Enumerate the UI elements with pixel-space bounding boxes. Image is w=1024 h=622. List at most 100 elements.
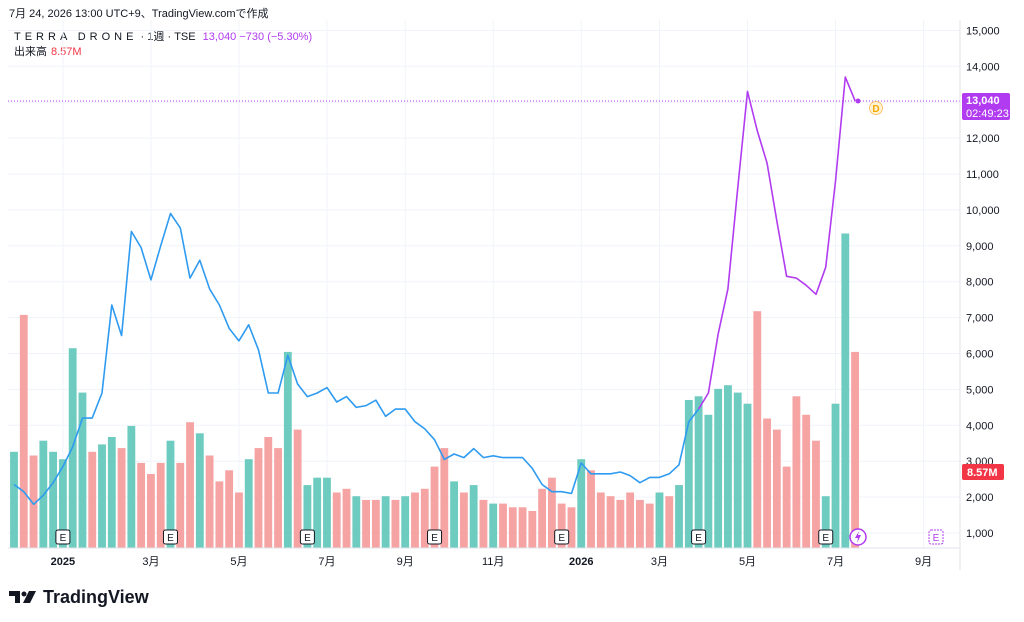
volume-bar <box>753 311 762 548</box>
future-earnings-marker[interactable]: E <box>928 529 944 545</box>
dividend-marker[interactable]: D <box>869 101 883 116</box>
volume-bar <box>274 448 282 548</box>
volume-bar <box>567 507 576 548</box>
volume-bar <box>733 392 742 548</box>
legend-separator: · <box>140 31 145 43</box>
volume-bar <box>430 466 439 548</box>
y-tick-label: 8,000 <box>966 277 994 289</box>
x-tick-label: 11月 <box>482 556 504 568</box>
volume-bar <box>469 485 478 548</box>
x-tick-label: 7月 <box>318 556 335 568</box>
earnings-marker[interactable]: E <box>554 529 570 545</box>
volume-bar <box>626 492 635 548</box>
x-tick-label: 5月 <box>739 556 756 568</box>
symbol-name[interactable]: TERRA DRONE <box>14 31 138 43</box>
volume-bar <box>802 414 811 548</box>
price-axis-label-box[interactable] <box>962 93 1010 120</box>
earnings-marker-box[interactable] <box>55 529 71 545</box>
volume-legend[interactable]: 出来高 8.57M <box>14 43 82 59</box>
volume-bar <box>577 459 586 548</box>
symbol-legend[interactable]: TERRA DRONE · 1週 · TSE 13,040 −730 (−5.3… <box>14 28 312 44</box>
volume-bar <box>127 425 136 548</box>
volume-bar <box>792 396 801 548</box>
earnings-marker[interactable]: E <box>691 529 707 545</box>
volume-bar <box>176 462 185 548</box>
volume-bar <box>78 392 87 548</box>
exchange-label: TSE <box>174 31 196 43</box>
volume-bar <box>362 499 370 548</box>
volume-bar <box>49 451 58 548</box>
volume-axis-label[interactable]: 8.57M <box>962 464 1004 480</box>
volume-bar <box>518 507 527 548</box>
volume-bar <box>636 499 644 548</box>
volume-bar <box>420 488 429 548</box>
x-tick-label: 3月 <box>142 556 159 568</box>
volume-bar <box>186 422 194 548</box>
x-tick-label: 5月 <box>230 556 247 568</box>
volume-bar <box>851 351 859 548</box>
volume-bar <box>596 492 605 548</box>
interval-label[interactable]: 1週 <box>147 31 165 43</box>
price-axis-countdown: 02:49:23 <box>966 108 1009 120</box>
volume-bar <box>342 488 351 548</box>
price-axis-label[interactable]: 13,040 02:49:23 <box>962 93 1010 120</box>
price-change-label: 13,040 −730 (−5.30%) <box>202 31 313 43</box>
volume-bars <box>10 233 859 548</box>
earnings-marker[interactable]: E <box>427 529 443 545</box>
price-chart[interactable]: D 1,0002,0003,0004,0005,0006,0007,0008,0… <box>0 20 1024 580</box>
price-line-segment <box>13 212 700 506</box>
earnings-marker-box[interactable] <box>554 529 570 545</box>
volume-axis-label-box[interactable] <box>962 464 1004 480</box>
volume-bar <box>645 503 654 548</box>
y-tick-label: 4,000 <box>966 420 994 432</box>
volume-bar <box>58 459 67 548</box>
earnings-marker-box[interactable] <box>299 529 315 545</box>
earnings-marker-box[interactable] <box>162 529 178 545</box>
volume-bar <box>323 477 331 548</box>
earnings-marker-box[interactable] <box>818 529 834 545</box>
y-tick-label: 15,000 <box>966 25 1000 37</box>
volume-bar <box>98 444 106 548</box>
volume-bar <box>352 496 361 548</box>
volume-bar <box>29 455 38 548</box>
volume-bar <box>821 496 830 548</box>
volume-bar <box>772 429 781 548</box>
volume-legend-label: 出来高 <box>14 46 47 58</box>
volume-bar <box>235 492 243 548</box>
earnings-marker[interactable]: E <box>162 529 178 545</box>
volume-bar <box>459 492 468 548</box>
earnings-marker-box[interactable] <box>427 529 443 545</box>
earnings-marker[interactable]: E <box>299 529 315 545</box>
bolt-icon <box>855 531 861 543</box>
volume-bar <box>381 496 390 548</box>
volume-bar <box>841 233 850 548</box>
volume-bar <box>782 466 791 548</box>
x-tick-label: 9月 <box>397 556 414 568</box>
legend-separator: · <box>167 31 172 43</box>
volume-legend-value: 8.57M <box>51 46 82 58</box>
footer-brand[interactable]: TradingView <box>9 586 149 608</box>
volume-bar <box>10 451 18 548</box>
volume-bar <box>166 440 175 548</box>
earnings-marker-label: E <box>558 533 565 544</box>
tradingview-brand-text: TradingView <box>43 586 149 607</box>
earnings-marker[interactable]: E <box>818 529 834 545</box>
volume-bar <box>303 485 312 548</box>
volume-bar <box>616 499 625 548</box>
earnings-marker[interactable]: E <box>55 529 71 545</box>
future-earnings-box[interactable] <box>928 529 944 545</box>
volume-bar <box>107 437 116 548</box>
volume-bar <box>156 462 165 548</box>
realtime-bolt-marker[interactable] <box>849 528 867 546</box>
dividend-marker-label: D <box>872 104 879 115</box>
dividend-marker-circle[interactable] <box>869 101 883 115</box>
future-earnings-label: E <box>933 533 940 544</box>
x-tick-label: 7月 <box>827 556 844 568</box>
earnings-marker-box[interactable] <box>691 529 707 545</box>
last-price-dot <box>855 98 861 104</box>
y-tick-label: 12,000 <box>966 133 1000 145</box>
y-tick-label: 11,000 <box>966 169 999 181</box>
volume-bar <box>743 403 752 548</box>
volume-bar <box>763 418 771 548</box>
